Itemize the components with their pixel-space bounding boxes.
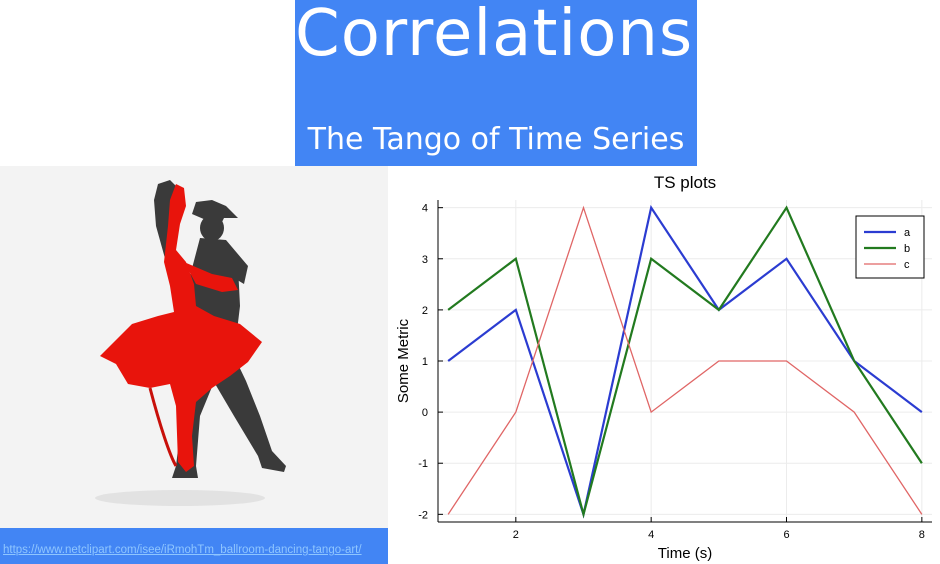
y-tick-label: -1 <box>418 458 428 470</box>
y-tick-label: 4 <box>422 203 428 215</box>
slide-subtitle: The Tango of Time Series <box>307 122 685 157</box>
grid-lines <box>438 200 932 522</box>
tango-illustration <box>0 166 388 528</box>
x-tick-label: 4 <box>648 529 654 541</box>
series-line-b <box>447 205 923 519</box>
chart-title: TS plots <box>654 173 716 192</box>
image-credit-link[interactable]: https://www.netclipart.com/isee/iRmohTm_… <box>3 544 362 556</box>
y-tick-label: -2 <box>418 509 428 521</box>
series-line-a <box>447 204 923 519</box>
y-tick-label: 1 <box>422 356 428 368</box>
x-tick-label: 6 <box>783 529 789 541</box>
floor-shadow <box>95 490 265 506</box>
dress-fold <box>148 387 178 467</box>
legend: abc <box>855 215 925 279</box>
y-tick-label: 2 <box>422 305 428 317</box>
ts-chart: TS plots 2 4 6 8 -2 -1 0 1 2 3 4 Time (s) Some Me… <box>395 173 932 562</box>
tango-dancers-image <box>95 180 286 506</box>
x-tick-labels: 2 4 6 8 <box>513 517 925 541</box>
series-lines <box>447 204 923 519</box>
credit-bar: https://www.netclipart.com/isee/iRmohTm_… <box>0 528 388 564</box>
slide-title: Correlations: <box>295 0 716 71</box>
y-axis-label: Some Metric <box>395 318 412 403</box>
legend-label-b: b <box>904 243 910 255</box>
series-line-c <box>447 205 923 515</box>
y-tick-label: 0 <box>422 407 428 419</box>
female-dancer-silhouette <box>100 184 262 472</box>
legend-label-a: a <box>904 227 911 239</box>
y-tick-label: 3 <box>422 254 428 266</box>
x-tick-label: 2 <box>513 529 519 541</box>
x-tick-label: 8 <box>919 529 925 541</box>
legend-label-c: c <box>904 259 910 271</box>
title-banner: Correlations: The Tango of Time Series <box>295 0 716 166</box>
x-axis-label: Time (s) <box>658 545 712 562</box>
y-tick-labels: -2 -1 0 1 2 3 4 <box>418 203 443 521</box>
